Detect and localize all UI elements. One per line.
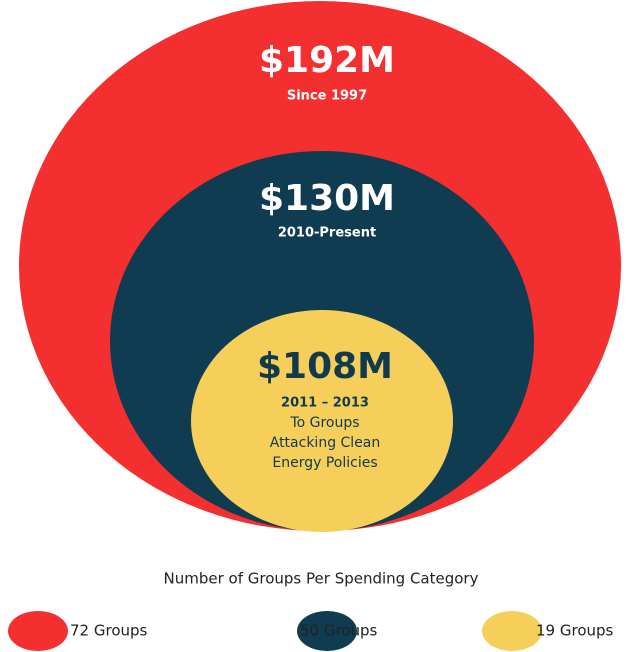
amount: $130M [259,178,395,219]
legend-label: 19 Groups [536,622,614,640]
amount: $108M [257,346,393,387]
description: Energy Policies [272,455,377,471]
description: Attacking Clean [270,435,381,451]
description: To Groups [289,415,359,431]
inner-circle [191,310,453,532]
period: Since 1997 [287,89,367,104]
legend-swatch [8,611,68,651]
amount: $192M [259,40,395,81]
period: 2011 – 2013 [281,396,369,411]
legend-swatch [297,611,357,651]
legend-label: 50 Groups [300,622,378,640]
legend-label: 72 Groups [70,622,148,640]
period: 2010-Present [278,226,376,241]
legend-title: Number of Groups Per Spending Category [164,570,479,588]
legend-swatch [482,611,542,651]
